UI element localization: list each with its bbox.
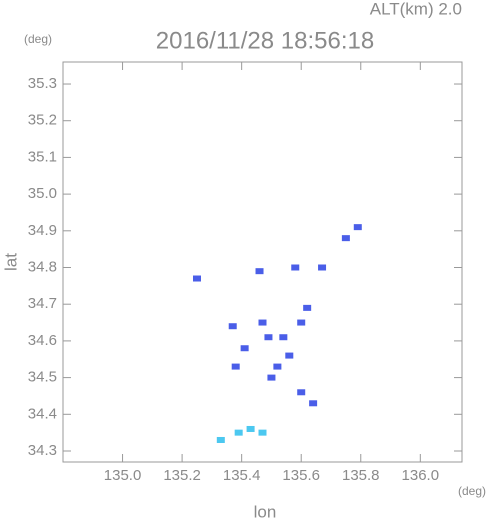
y-tick-label: 34.3 — [28, 442, 57, 459]
echo-cell — [264, 334, 273, 341]
echo-cell — [297, 389, 306, 396]
echo-cell — [228, 323, 237, 330]
echo-cell — [267, 374, 276, 381]
y-tick-label: 34.9 — [28, 222, 57, 239]
echo-cell — [291, 264, 300, 271]
echo-cell — [318, 264, 327, 271]
y-tick-label: 34.7 — [28, 295, 57, 312]
y-tick-label: 34.6 — [28, 332, 57, 349]
y-tick-label: 35.2 — [28, 112, 57, 129]
echo-cell — [246, 425, 255, 432]
y-unit: (deg) — [24, 32, 52, 46]
echo-cell — [192, 275, 201, 282]
echo-cell — [234, 429, 243, 436]
y-tick-label: 35.3 — [28, 75, 57, 92]
echo-cell — [303, 304, 312, 311]
plot-frame — [62, 61, 463, 463]
x-tick-label: 135.0 — [104, 467, 142, 484]
echo-cell — [216, 436, 225, 443]
echo-cell — [258, 319, 267, 326]
echo-cell — [297, 319, 306, 326]
echo-cell — [240, 345, 249, 352]
x-unit: (deg) — [458, 484, 486, 498]
echo-cell — [341, 235, 350, 242]
y-axis-label: lat — [1, 253, 20, 271]
echo-cell — [255, 268, 264, 275]
x-tick-label: 135.6 — [282, 467, 320, 484]
echo-cell — [273, 363, 282, 370]
y-tick-label: 35.1 — [28, 148, 57, 165]
x-tick-label: 135.4 — [223, 467, 261, 484]
chart-subtitle: ALT(km) 2.0 — [370, 0, 462, 18]
x-tick-label: 135.2 — [163, 467, 201, 484]
y-tick-label: 35.0 — [28, 185, 57, 202]
y-tick-label: 34.8 — [28, 258, 57, 275]
y-tick-label: 34.4 — [28, 405, 57, 422]
chart-title: 2016/11/28 18:56:18 — [156, 27, 374, 54]
echo-cell — [258, 429, 267, 436]
echo-cell — [285, 352, 294, 359]
x-tick-label: 136.0 — [402, 467, 440, 484]
x-tick-label: 135.8 — [342, 467, 380, 484]
x-axis-label: lon — [254, 502, 277, 521]
echo-cell — [309, 400, 318, 407]
echo-cell — [231, 363, 240, 370]
echo-cell — [279, 334, 288, 341]
echo-cell — [353, 224, 362, 231]
y-tick-label: 34.5 — [28, 369, 57, 386]
